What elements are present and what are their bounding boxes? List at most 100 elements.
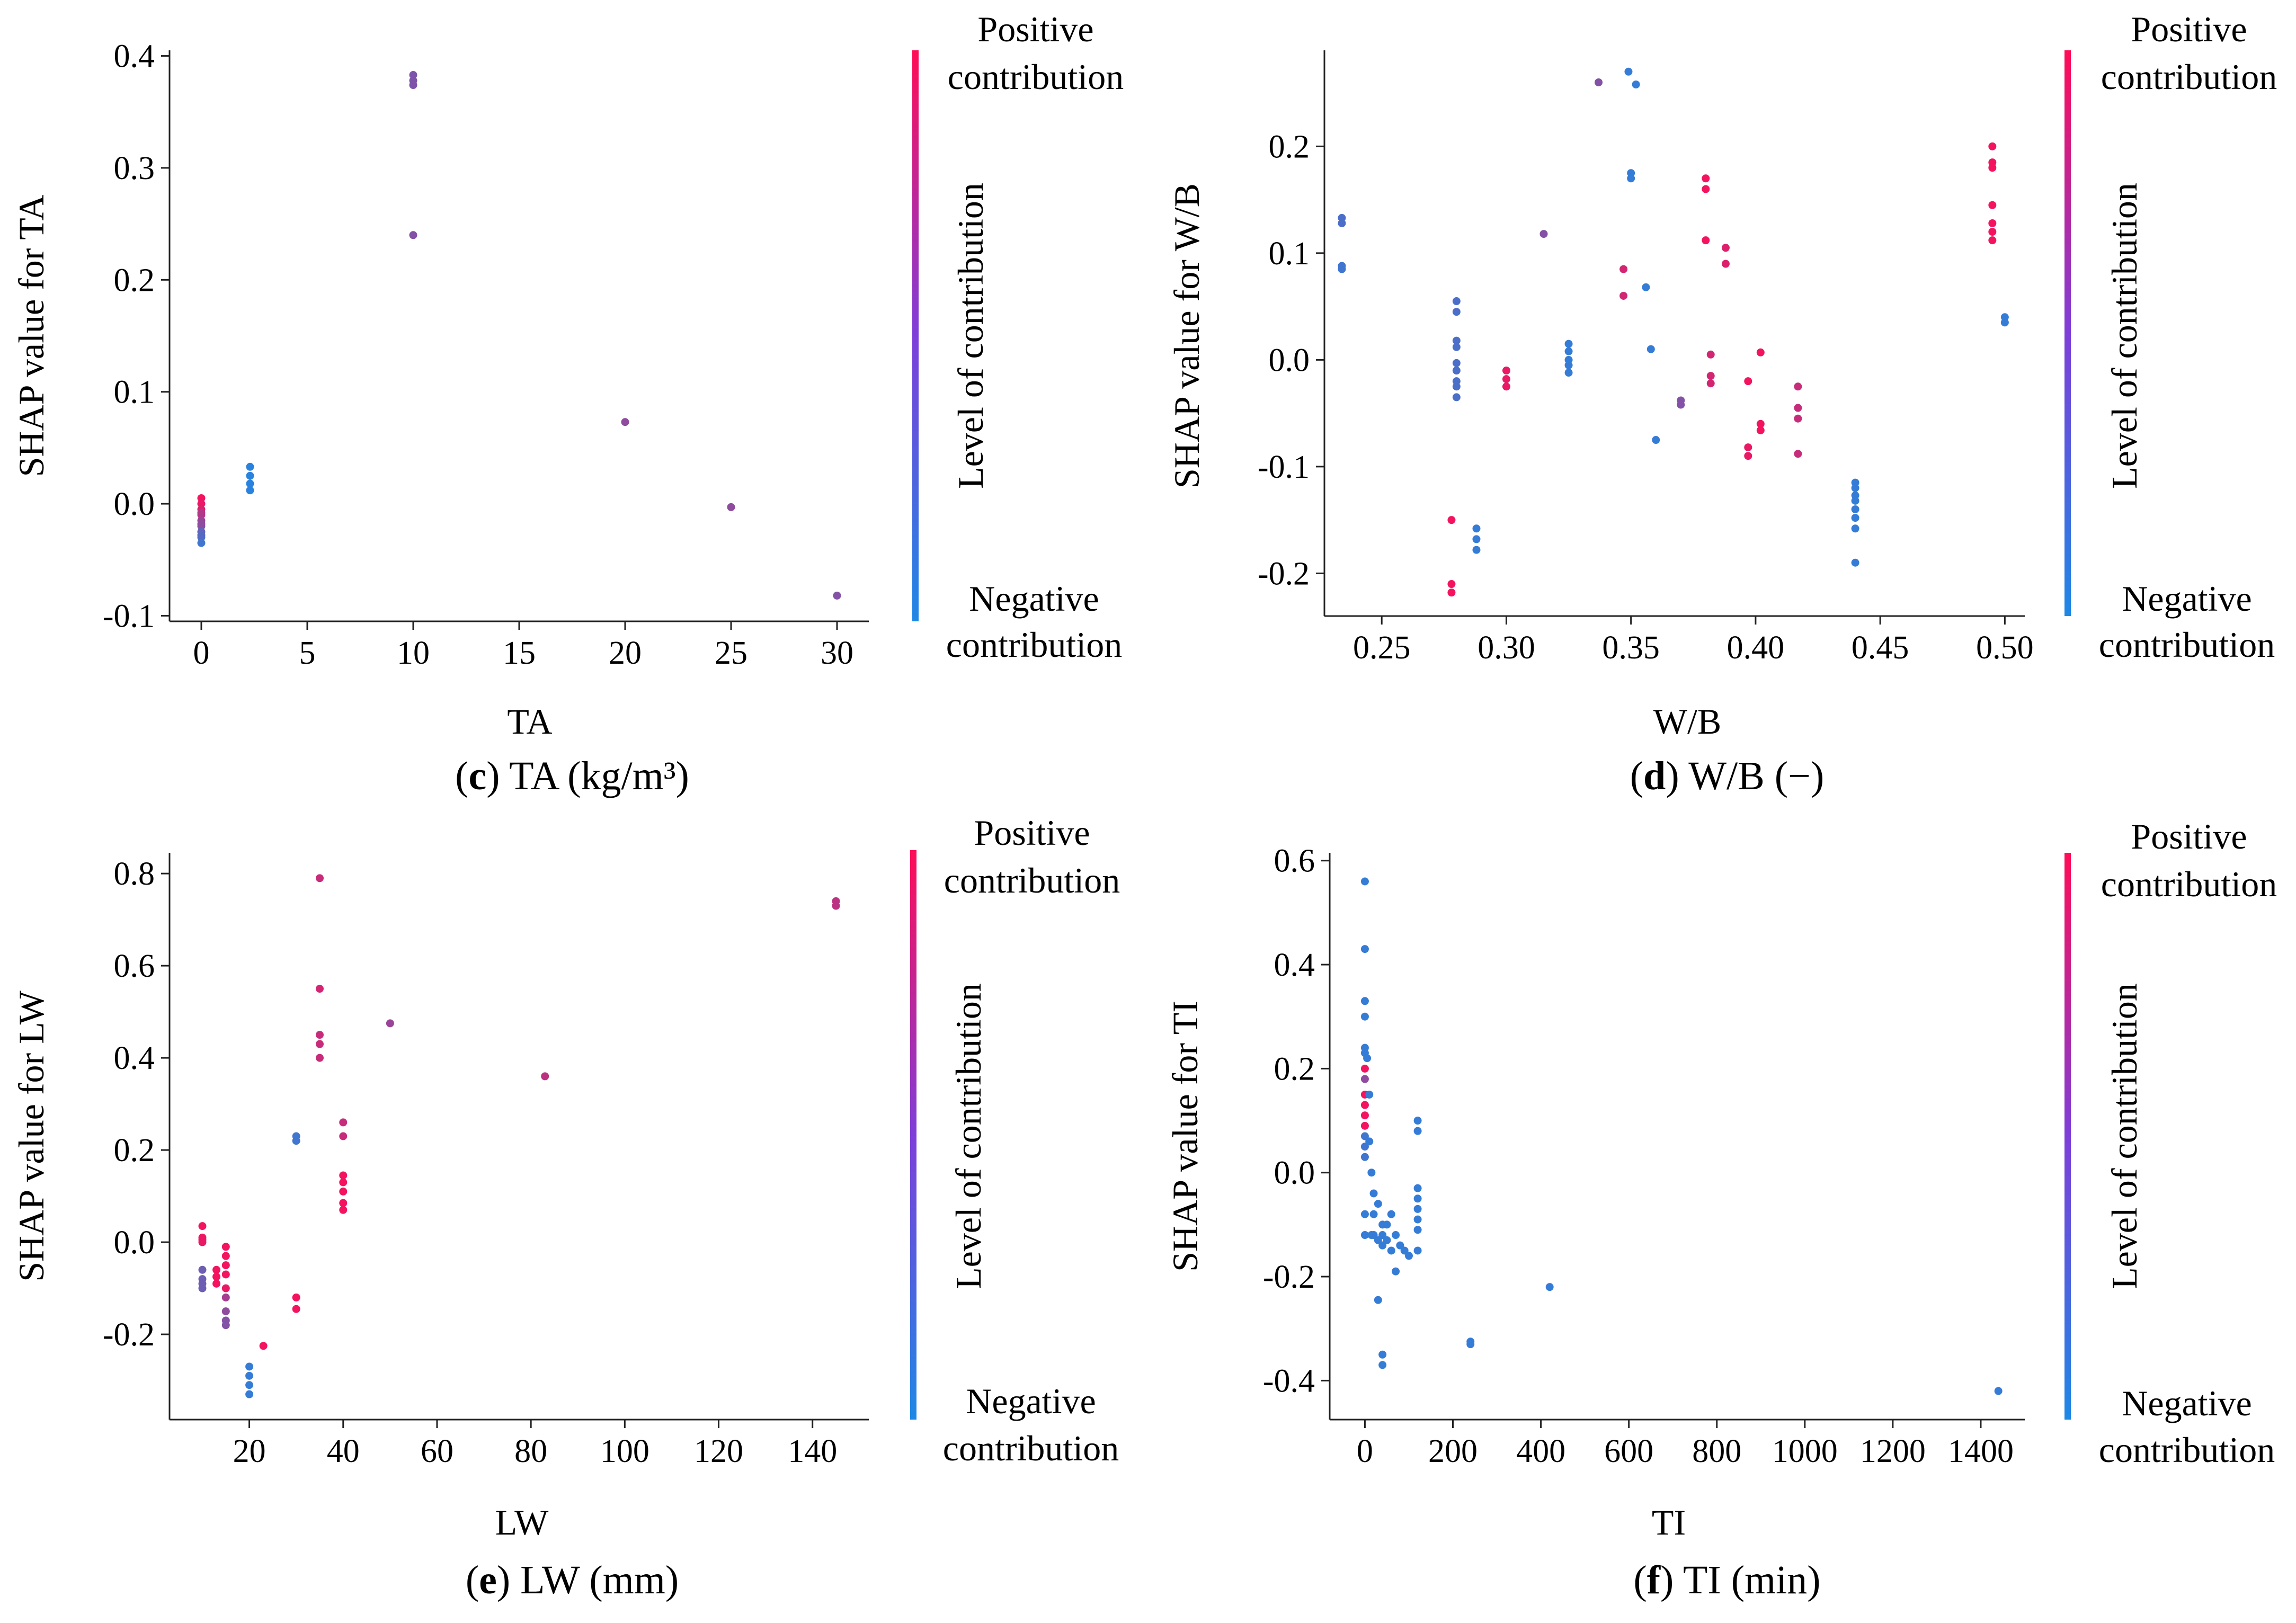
data-point bbox=[246, 486, 254, 495]
data-point bbox=[409, 231, 417, 239]
data-point bbox=[1988, 142, 1997, 150]
data-point bbox=[1338, 219, 1346, 227]
data-point bbox=[1744, 377, 1752, 386]
data-point bbox=[1851, 524, 1859, 533]
y-tick-label: 0.6 bbox=[114, 948, 155, 984]
data-point bbox=[1374, 1236, 1382, 1244]
y-axis-label: SHAP value for TI bbox=[1165, 1001, 1205, 1272]
data-point bbox=[1360, 1064, 1369, 1073]
data-point bbox=[221, 1321, 230, 1330]
x-axis-label: W/B bbox=[1653, 701, 1721, 742]
colorbar-mid-label: Level of contribution bbox=[948, 983, 989, 1289]
panel-caption: (d) W/B (−) bbox=[1630, 754, 1825, 798]
data-point bbox=[1706, 372, 1715, 380]
x-tick-label: 0.25 bbox=[1353, 630, 1411, 666]
data-point bbox=[1756, 348, 1765, 356]
data-point bbox=[1756, 420, 1765, 428]
data-point bbox=[1338, 265, 1346, 273]
data-point bbox=[1452, 297, 1461, 306]
data-point bbox=[1447, 580, 1456, 588]
data-point bbox=[1988, 228, 1997, 236]
data-point bbox=[1360, 945, 1369, 953]
data-point bbox=[292, 1293, 300, 1301]
x-tick-label: 20 bbox=[233, 1433, 266, 1469]
x-tick-label: 1200 bbox=[1860, 1433, 1926, 1469]
panel-caption: (e) LW (mm) bbox=[466, 1558, 679, 1602]
points-panel-d bbox=[1338, 67, 2009, 597]
data-point bbox=[1413, 1184, 1422, 1192]
data-point bbox=[1374, 1200, 1382, 1208]
data-point bbox=[1413, 1117, 1422, 1125]
colorbar-top-label-1: Positive bbox=[974, 813, 1090, 853]
data-point bbox=[1413, 1127, 1422, 1135]
data-point bbox=[246, 462, 254, 471]
y-tick-label: -0.2 bbox=[1263, 1259, 1315, 1295]
data-point bbox=[221, 1261, 230, 1270]
data-point bbox=[409, 81, 417, 90]
data-point bbox=[221, 1270, 230, 1279]
data-point bbox=[1360, 1153, 1369, 1161]
data-point bbox=[1387, 1210, 1395, 1218]
data-point bbox=[1539, 230, 1548, 238]
x-tick-label: 40 bbox=[327, 1433, 360, 1469]
data-point bbox=[339, 1171, 348, 1180]
data-point bbox=[212, 1279, 221, 1288]
data-point bbox=[1378, 1361, 1387, 1369]
data-point bbox=[541, 1072, 549, 1081]
data-point bbox=[621, 418, 629, 426]
data-point bbox=[1756, 426, 1765, 434]
data-point bbox=[1994, 1387, 2003, 1395]
colorbar: Positive contribution Level of contribut… bbox=[2064, 9, 2277, 665]
data-point bbox=[197, 494, 206, 502]
colorbar-top-label-1: Positive bbox=[2131, 816, 2247, 857]
colorbar-bottom-label-2: contribution bbox=[2099, 625, 2275, 665]
colorbar-gradient bbox=[910, 850, 916, 1420]
y-tick-label: 0.0 bbox=[1269, 342, 1310, 378]
data-point bbox=[1378, 1241, 1387, 1250]
data-point bbox=[1632, 80, 1640, 88]
data-point bbox=[1404, 1252, 1413, 1260]
x-tick-label: 10 bbox=[397, 635, 430, 671]
data-point bbox=[259, 1342, 268, 1350]
x-tick-label: 120 bbox=[694, 1433, 743, 1469]
data-point bbox=[1794, 382, 1802, 391]
data-point bbox=[1794, 450, 1802, 458]
y-tick-label: 0.4 bbox=[114, 1040, 155, 1076]
data-point bbox=[1988, 219, 1997, 227]
data-point bbox=[1702, 236, 1710, 245]
data-point bbox=[339, 1178, 348, 1187]
data-point bbox=[1413, 1194, 1422, 1203]
colorbar-mid-label: Level of contribution bbox=[2104, 983, 2144, 1289]
data-point bbox=[1360, 1132, 1369, 1140]
x-tick-label: 0.35 bbox=[1602, 630, 1660, 666]
data-point bbox=[1502, 375, 1510, 384]
data-point bbox=[1721, 244, 1730, 252]
data-point bbox=[1545, 1283, 1554, 1291]
data-point bbox=[198, 1238, 207, 1246]
data-point bbox=[1502, 367, 1510, 375]
panel-d: 0.25 0.30 0.35 0.40 0.45 0.50 -0.2 -0.1 0.0 0.1 0.… bbox=[1167, 9, 2277, 798]
x-tick-label: 100 bbox=[600, 1433, 649, 1469]
data-point bbox=[1988, 201, 1997, 209]
x-tick-label: 1000 bbox=[1772, 1433, 1838, 1469]
data-point bbox=[1706, 379, 1715, 388]
data-point bbox=[1387, 1246, 1395, 1255]
y-tick-label: 0.2 bbox=[114, 1132, 155, 1169]
y-tick-label: 0.4 bbox=[114, 39, 155, 75]
data-point bbox=[1851, 514, 1859, 522]
data-point bbox=[1647, 345, 1655, 353]
data-point bbox=[1413, 1226, 1422, 1234]
x-tick-label: 30 bbox=[821, 635, 853, 671]
y-tick-label: 0.2 bbox=[114, 262, 155, 298]
y-tick-label: -0.2 bbox=[103, 1317, 155, 1353]
y-axis-label: SHAP value for TA bbox=[11, 195, 51, 477]
data-point bbox=[1452, 308, 1461, 316]
data-point bbox=[1360, 1012, 1369, 1021]
data-point bbox=[1851, 505, 1859, 513]
data-point bbox=[245, 1381, 254, 1389]
colorbar-bottom-label-1: Negative bbox=[2122, 578, 2251, 619]
data-point bbox=[409, 71, 417, 79]
data-point bbox=[1400, 1246, 1409, 1255]
data-point bbox=[292, 1132, 300, 1140]
